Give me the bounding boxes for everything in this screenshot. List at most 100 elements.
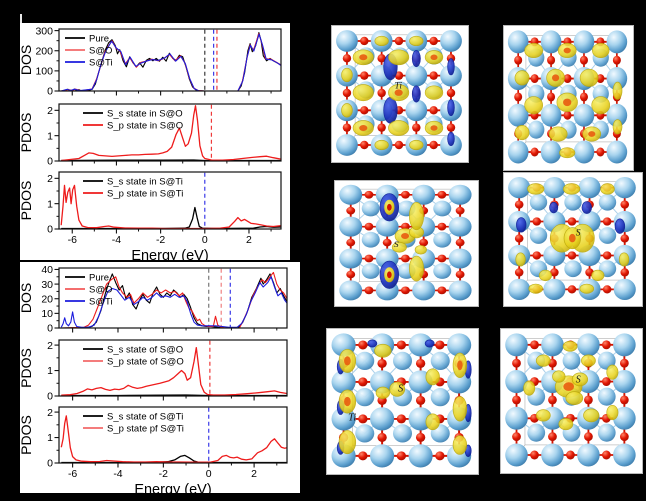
series-s-p-state-pf-s-ti	[60, 415, 287, 463]
atom-label: Ti	[395, 82, 403, 92]
panel-frame	[58, 267, 288, 329]
isosurface-blobs	[341, 35, 455, 151]
blue-isosurface	[383, 97, 398, 124]
yellow-isosurface	[524, 42, 544, 59]
y-axis: 0 1 2	[47, 173, 59, 236]
yellow-isosurface	[558, 417, 574, 431]
y-tick-label: 0	[47, 86, 53, 98]
legend-label: S_s state of S@Ti	[107, 411, 183, 422]
x-tick-label: 0	[202, 234, 208, 246]
y-tick-label: 40	[41, 264, 53, 276]
atom-label: S	[398, 384, 404, 395]
blue-isosurface	[367, 339, 378, 348]
x-tick-label: -2	[159, 468, 168, 480]
yellow-isosurface	[579, 283, 595, 294]
atom-label: Ti	[348, 413, 356, 424]
blue-isosurface	[424, 339, 435, 348]
legend-label: S@O	[89, 45, 112, 56]
crystal-structure-svg: S	[508, 176, 636, 301]
plot-panel-bottom-pdos-sati: -6 -4 -2 0 2 0 1 2 PDOS S_s state of S@TiS_p stat…	[20, 406, 288, 480]
blue-isosurface	[411, 50, 421, 68]
yellow-isosurface	[374, 343, 392, 358]
legend-label: S@Ti	[89, 57, 113, 68]
back-atoms	[529, 193, 617, 278]
isosurface-blobs	[523, 340, 619, 431]
yellow-isosurface	[514, 125, 530, 141]
yellow-isosurface	[571, 372, 589, 387]
yellow-isosurface	[606, 364, 619, 380]
plot-panel-top-pdos-sati: -6 -4 -2 0 2 0 1 2 PDOS S_s state in S@TiS_p stat…	[20, 171, 282, 246]
y-tick-label: 100	[35, 66, 53, 78]
yellow-isosurface	[524, 96, 544, 115]
y-tick-label: 0	[47, 224, 53, 236]
y-tick-label: 1	[47, 130, 53, 142]
y-tick-label: 1	[47, 365, 53, 377]
y-axis-title: PDOS	[20, 415, 34, 455]
panel-frame	[58, 171, 282, 230]
panel-frame	[58, 103, 282, 162]
y-axis-title: DOS	[20, 45, 34, 75]
legend: S_s state in S@OS_p state in S@O	[83, 108, 183, 131]
crystal-structure-image-5: S Ti	[326, 328, 479, 475]
metal-atoms	[339, 184, 472, 301]
x-axis	[71, 91, 272, 96]
crystal-structure-svg: S	[339, 184, 472, 301]
legend-label: S_p state in S@Ti	[107, 188, 183, 199]
yellow-isosurface	[562, 340, 578, 352]
legend-label: Pure	[89, 33, 109, 44]
crystal-structure-image-4: S	[503, 172, 643, 307]
yellow-isosurface	[409, 255, 425, 282]
yellow-isosurface	[409, 35, 424, 47]
crystal-structure-image-3: S	[334, 180, 479, 307]
yellow-isosurface	[523, 380, 536, 396]
yellow-isosurface	[528, 283, 543, 294]
blue-isosurface	[516, 217, 527, 233]
x-axis	[72, 328, 278, 333]
yellow-isosurface	[389, 381, 406, 397]
legend: S_s state of S@TiS_p state pf S@Ti	[83, 411, 184, 434]
metal-atoms	[505, 333, 636, 467]
series-s-p-state-of-s-o	[61, 346, 287, 396]
x-axis: -6 -4 -2 0 2	[68, 229, 272, 246]
legend: S_s state in S@TiS_p state in S@Ti	[83, 176, 183, 199]
x-axis	[72, 396, 278, 401]
y-tick-label: 0	[47, 156, 53, 168]
yellow-isosurface	[581, 354, 596, 367]
x-tick-label: -6	[68, 234, 77, 246]
yellow-isosurface	[592, 42, 610, 59]
legend-label: S_p state of S@O	[107, 356, 184, 367]
plot-panel-bottom-pdos-sao: 0 1 2 PDOS S_s state of S@OS_p state of S@O	[20, 339, 288, 403]
y-axis-title: PDOS	[20, 113, 34, 153]
series-s-s-state-in-s-ti	[61, 206, 281, 229]
y-tick-label: 1	[47, 198, 53, 210]
x-axis-title: Energy (eV)	[131, 248, 208, 260]
yellow-isosurface	[375, 386, 391, 399]
yellow-isosurface	[583, 408, 600, 423]
yellow-isosurface	[425, 368, 440, 386]
yellow-isosurface	[425, 413, 440, 431]
yellow-isosurface	[414, 245, 427, 255]
yellow-isosurface	[338, 430, 357, 455]
yellow-isosurface	[341, 103, 353, 118]
isosurface-blobs	[379, 193, 427, 289]
yellow-isosurface	[565, 391, 584, 405]
yellow-isosurface	[559, 147, 576, 159]
series-s-ti	[60, 276, 287, 328]
blue-isosurface	[581, 201, 592, 214]
yellow-isosurface	[515, 252, 526, 267]
yellow-isosurface	[535, 409, 551, 422]
y-axis: 0 1 2	[47, 407, 59, 470]
yellow-isosurface	[591, 96, 611, 115]
blue-isosurface	[447, 131, 455, 147]
y-axis: 0 100 200 300	[35, 25, 59, 98]
y-axis: 0 10 20 30 40	[41, 264, 59, 335]
yellow-isosurface	[535, 354, 551, 367]
yellow-isosurface	[409, 139, 424, 151]
legend-label: S_s state in S@O	[107, 108, 183, 119]
crystal-structure-svg: Ti	[336, 30, 462, 156]
